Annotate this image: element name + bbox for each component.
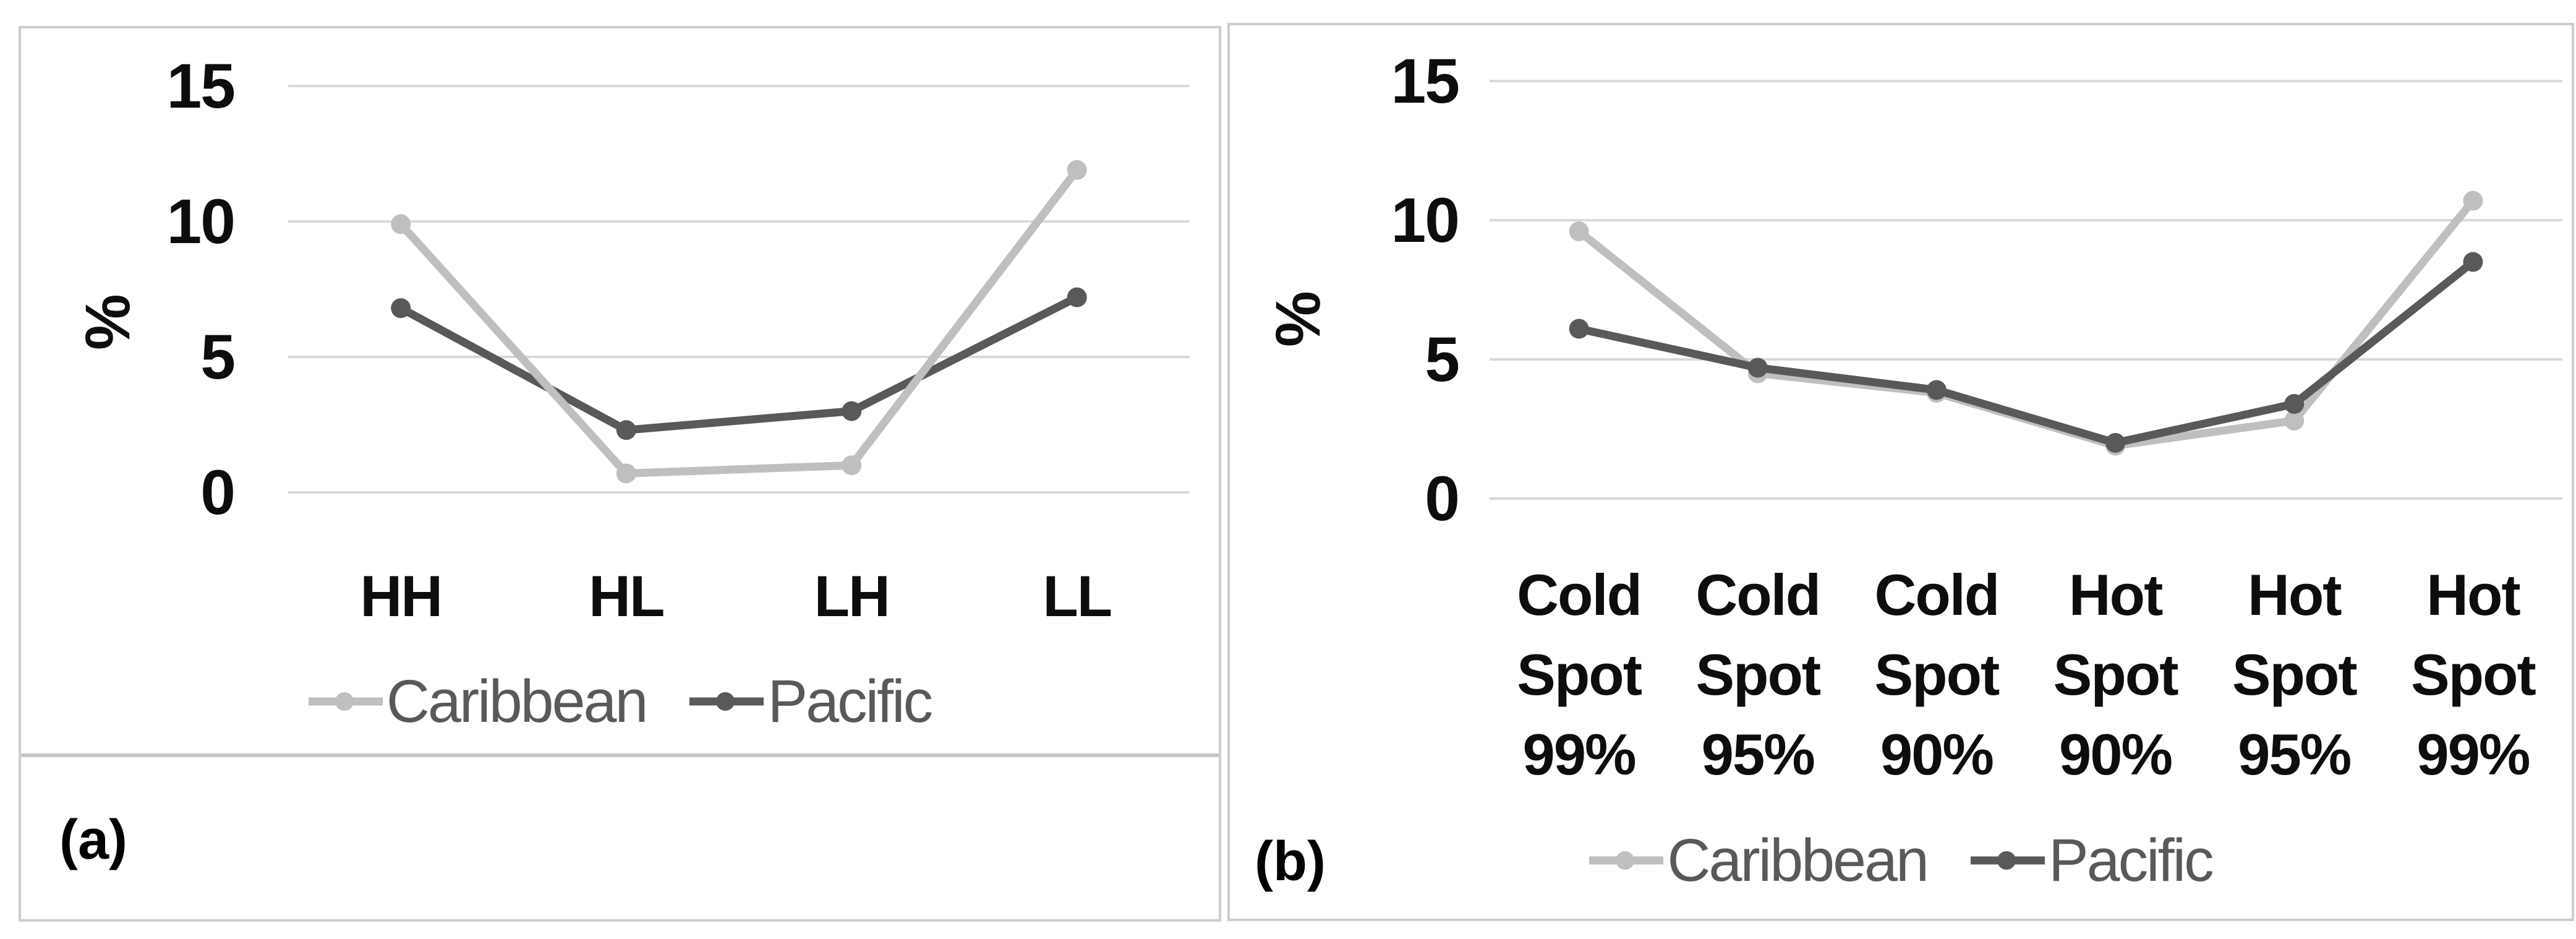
x-category-label: Hot Spot 90% <box>2053 562 2179 787</box>
panel-b-caption: (b) <box>1255 831 1326 893</box>
series-line-pacific <box>1569 252 2483 453</box>
legend-marker-icon <box>1589 851 1664 870</box>
y-tick-label: 5 <box>1425 324 1460 395</box>
series-line-caribbean <box>391 160 1087 484</box>
x-category-label: LL <box>1043 564 1112 628</box>
legend-item-pacific: Pacific <box>689 664 933 739</box>
legend-label: Caribbean <box>1667 826 1929 894</box>
data-point-caribbean <box>1067 160 1087 180</box>
legend-item-caribbean: Caribbean <box>308 664 649 739</box>
data-point-caribbean <box>2463 191 2483 211</box>
x-category-label: HH <box>360 564 443 628</box>
y-tick-label: 10 <box>1391 185 1460 255</box>
gridline-y-15 <box>1490 80 2562 82</box>
gridline-y-10 <box>288 220 1190 223</box>
data-point-pacific <box>1067 287 1087 307</box>
legend-marker-icon <box>1970 851 2045 870</box>
legend-label: Caribbean <box>386 667 649 735</box>
data-point-pacific <box>2463 252 2483 272</box>
legend-marker-icon <box>689 692 764 711</box>
legend-label: Pacific <box>2048 826 2214 894</box>
data-point-caribbean <box>842 455 862 476</box>
legend-item-caribbean: Caribbean <box>1589 823 1929 898</box>
y-tick-label: 0 <box>1425 463 1460 534</box>
x-category-label: LH <box>814 564 890 628</box>
data-point-pacific <box>616 420 636 440</box>
panel-a-caption: (a) <box>59 809 127 871</box>
x-category-label: Hot Spot 99% <box>2410 562 2536 787</box>
data-point-pacific <box>842 401 862 421</box>
x-category-label: HL <box>589 564 665 628</box>
y-tick-label: 15 <box>1391 46 1460 116</box>
chart-b: % 15 10 5 0 Cold Spot 99% Cold Spot 95% Cold S… <box>1230 25 2572 919</box>
data-point-caribbean <box>2284 411 2305 431</box>
x-category-label: Cold Spot 95% <box>1695 562 1821 787</box>
gridline-y-5 <box>288 356 1190 358</box>
y-tick-label: 5 <box>200 322 236 392</box>
plot-area <box>391 160 1087 484</box>
data-point-pacific <box>1926 380 1947 400</box>
legend: Caribbean Pacific <box>1230 817 2572 904</box>
data-point-pacific <box>1569 319 1589 339</box>
x-category-label: Cold Spot 90% <box>1874 562 2000 787</box>
gridline-y-10 <box>1490 219 2562 221</box>
data-point-pacific <box>2284 394 2305 414</box>
gridline-y-5 <box>1490 358 2562 361</box>
plot-area <box>1569 191 2483 456</box>
panel-b: % 15 10 5 0 Cold Spot 99% Cold Spot 95% Cold S… <box>1227 23 2574 921</box>
data-point-caribbean <box>616 463 636 484</box>
x-category-label: Cold Spot 99% <box>1517 562 1642 787</box>
data-point-pacific <box>2105 433 2126 453</box>
gridline-y-0 <box>288 491 1190 494</box>
legend-label: Pacific <box>767 667 933 735</box>
y-tick-label: 10 <box>166 186 236 257</box>
data-point-pacific <box>1747 358 1768 378</box>
y-tick-label: 0 <box>200 457 236 528</box>
data-point-pacific <box>391 298 411 319</box>
data-point-caribbean <box>391 214 411 234</box>
chart-a: % 15 10 5 0 HH HL LH LL Caribbean Pacific <box>21 28 1219 757</box>
x-category-label: Hot Spot 95% <box>2232 562 2358 787</box>
data-point-caribbean <box>1569 221 1589 241</box>
legend: Caribbean Pacific <box>21 658 1219 745</box>
legend-item-pacific: Pacific <box>1970 823 2214 898</box>
gridline-y-0 <box>1490 497 2562 500</box>
legend-marker-icon <box>308 692 383 711</box>
series-line-pacific <box>391 287 1087 440</box>
y-tick-label: 15 <box>166 51 236 121</box>
gridline-y-15 <box>288 85 1190 87</box>
panel-a: % 15 10 5 0 HH HL LH LL Caribbean Pacific (a) <box>19 26 1221 922</box>
